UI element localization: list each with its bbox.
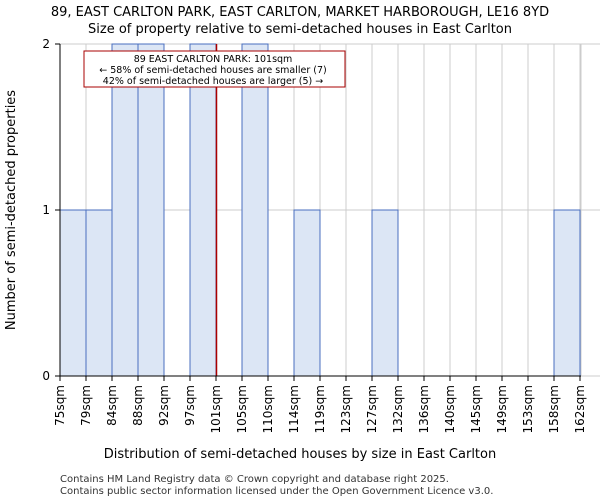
x-axis-label: Distribution of semi-detached houses by … xyxy=(104,447,496,462)
bar xyxy=(371,209,399,377)
x-tick-label: 92sqm xyxy=(157,385,171,426)
bar xyxy=(241,43,269,377)
bar xyxy=(85,209,113,377)
x-tick-label: 136sqm xyxy=(417,385,431,433)
chart-title: 89, EAST CARLTON PARK, EAST CARLTON, MAR… xyxy=(51,5,549,20)
bar xyxy=(293,209,321,377)
footer-line1: Contains HM Land Registry data © Crown c… xyxy=(60,474,449,485)
bar xyxy=(111,43,139,377)
x-tick-label: 84sqm xyxy=(105,385,119,426)
x-tick-label: 149sqm xyxy=(495,385,509,433)
x-tick-label: 88sqm xyxy=(131,385,145,426)
y-tick-layer: 0 1 2 xyxy=(42,37,60,383)
y-axis-label: Number of semi-detached properties xyxy=(4,90,19,330)
y-tick-label: 1 xyxy=(42,203,50,217)
footer-line2: Contains public sector information licen… xyxy=(60,486,493,497)
x-tick-label: 119sqm xyxy=(313,385,327,433)
x-tick-label: 162sqm xyxy=(573,385,587,433)
x-tick-label: 132sqm xyxy=(391,385,405,433)
x-tick-label: 158sqm xyxy=(547,385,561,433)
x-tick-label: 110sqm xyxy=(261,385,275,433)
x-tick-label: 123sqm xyxy=(339,385,353,433)
x-tick-label: 97sqm xyxy=(183,385,197,426)
x-tick-label: 140sqm xyxy=(443,385,457,433)
annotation-line1: 89 EAST CARLTON PARK: 101sqm xyxy=(134,54,293,65)
bar xyxy=(59,209,87,377)
x-tick-label: 114sqm xyxy=(287,385,301,433)
x-tick-label: 127sqm xyxy=(365,385,379,433)
x-tick-label: 101sqm xyxy=(209,385,223,433)
y-tick-label: 2 xyxy=(42,37,50,51)
x-tick-label: 75sqm xyxy=(53,385,67,426)
annotation: 89 EAST CARLTON PARK: 101sqm ← 58% of se… xyxy=(83,50,346,88)
y-tick-label: 0 xyxy=(42,369,50,383)
bar xyxy=(137,43,165,377)
annotation-line2: ← 58% of semi-detached houses are smalle… xyxy=(99,65,327,76)
bar-layer xyxy=(59,43,581,377)
annotation-line3: 42% of semi-detached houses are larger (… xyxy=(103,76,323,87)
bar xyxy=(553,209,581,377)
x-tick-label: 145sqm xyxy=(469,385,483,433)
bar xyxy=(189,43,217,377)
x-tick-label: 153sqm xyxy=(521,385,535,433)
chart-subtitle: Size of property relative to semi-detach… xyxy=(88,22,512,37)
annotation-box xyxy=(83,50,346,88)
x-tick-layer: 75sqm 79sqm 84sqm 88sqm 92sqm 97sqm 101sqm 105s… xyxy=(53,376,587,433)
x-tick-label: 105sqm xyxy=(235,385,249,433)
x-tick-label: 79sqm xyxy=(79,385,93,426)
